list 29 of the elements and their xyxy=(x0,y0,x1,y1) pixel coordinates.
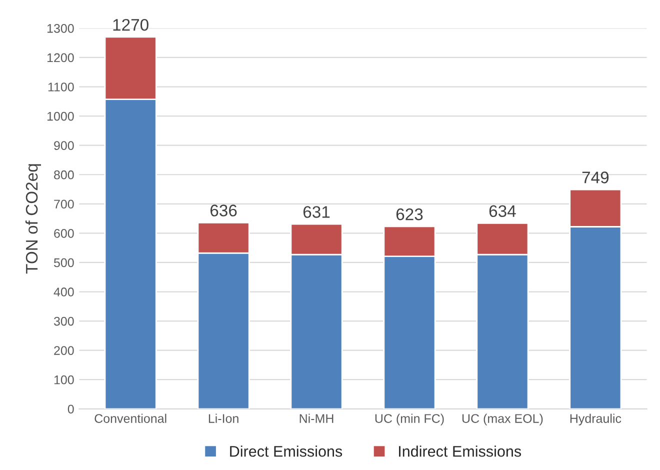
y-tick-label: 1000 xyxy=(47,112,74,121)
y-tick-label: 800 xyxy=(54,170,74,180)
y-tick-label: 0 xyxy=(68,404,74,414)
x-tick-label: Conventional xyxy=(94,414,166,423)
y-tick-label: 300 xyxy=(54,316,74,326)
y-tick-label: 400 xyxy=(54,288,74,296)
x-tick-label: Li-Ion xyxy=(208,414,238,423)
y-tick-label: 600 xyxy=(54,228,74,238)
y-tick-label: 1300 xyxy=(47,24,74,33)
y-tick-label: 1100 xyxy=(48,82,74,92)
y-tick-label: 900 xyxy=(54,141,74,150)
total-label: 634 xyxy=(489,205,516,218)
y-axis-title: TON of CO2eq xyxy=(25,164,41,274)
x-tick-label: Hydraulic xyxy=(570,414,622,426)
x-tick-label: UC (min FC) xyxy=(375,414,444,426)
y-tick-label: 100 xyxy=(54,375,74,384)
total-label: 749 xyxy=(582,172,609,184)
total-label: 1270 xyxy=(113,18,148,31)
legend-label: Direct Emissions xyxy=(230,446,342,457)
total-label: 623 xyxy=(396,208,423,220)
total-label: 631 xyxy=(303,206,330,218)
legend-label: Indirect Emissions xyxy=(399,446,522,457)
y-tick-label: 700 xyxy=(54,200,74,209)
y-tick-label: 500 xyxy=(54,258,74,268)
x-tick-label: UC (max EOL) xyxy=(462,414,543,426)
y-tick-label: 1200 xyxy=(47,53,74,62)
x-tick-label: Ni-MH xyxy=(300,414,334,423)
total-label: 636 xyxy=(210,204,237,216)
y-tick-label: 200 xyxy=(54,346,74,355)
